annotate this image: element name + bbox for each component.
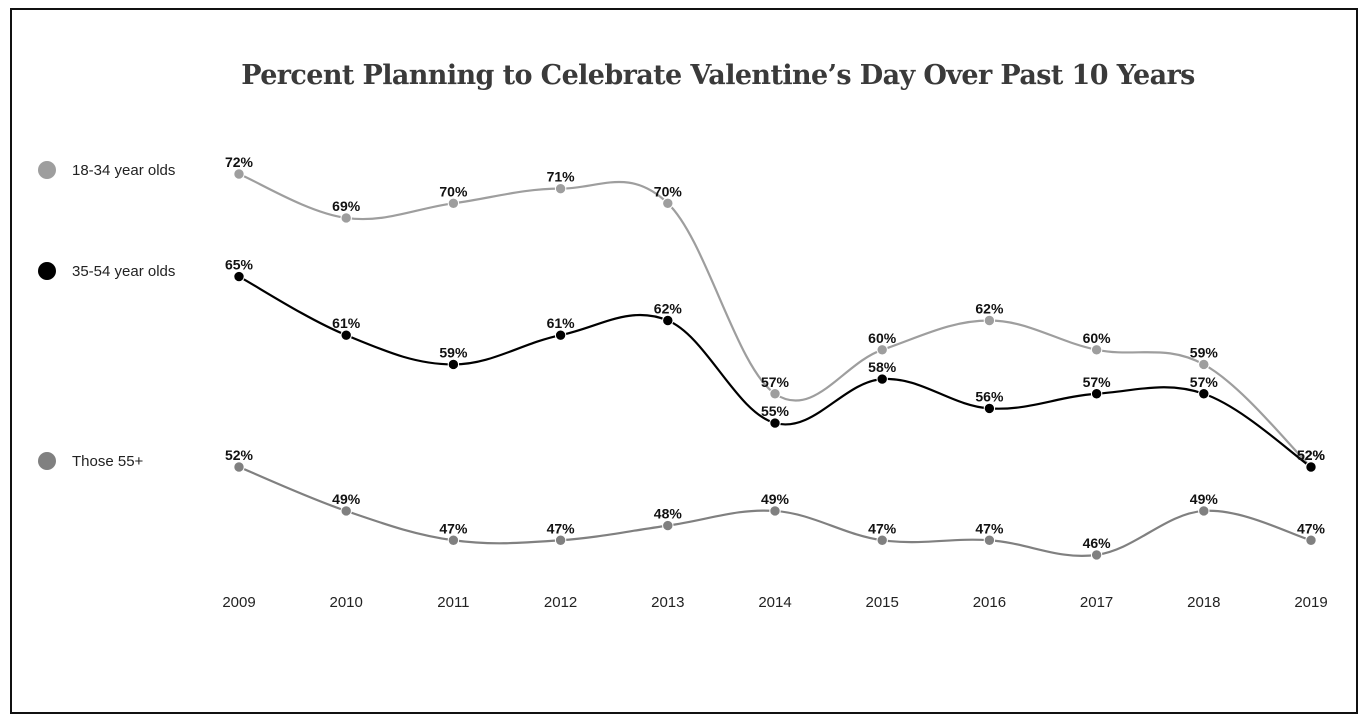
data-point-35-54-year-olds-2010 [340,329,352,341]
data-label-those-55-2019: 47% [1297,520,1326,536]
data-point-those-55-2015 [876,534,888,546]
x-tick-label-2019: 2019 [1294,594,1327,611]
series-line-35-54-year-olds [238,275,1312,468]
data-point-18-34-year-olds-2011 [447,197,460,210]
data-point-35-54-year-olds-2017 [1090,388,1103,400]
data-label-those-55-2014: 49% [761,491,790,507]
data-label-18-34-year-olds-2014: 57% [761,374,790,390]
data-label-35-54-year-olds-2014: 55% [761,403,790,419]
data-label-those-55-2017: 46% [1083,535,1112,551]
data-point-35-54-year-olds-2011 [447,358,460,371]
data-label-18-34-year-olds-2019: 52% [1297,447,1326,463]
data-label-18-34-year-olds-2018: 59% [1190,344,1219,360]
data-point-18-34-year-olds-2010 [340,212,352,224]
data-label-35-54-year-olds-2017: 57% [1083,374,1112,390]
data-label-18-34-year-olds-2017: 60% [1083,330,1112,346]
data-label-35-54-year-olds-2011: 59% [439,344,468,360]
data-point-those-55-2012 [554,534,567,546]
data-point-35-54-year-olds-2014 [769,417,781,429]
x-tick-label-2014: 2014 [758,594,791,611]
x-tick-label-2011: 2011 [437,594,469,611]
data-label-18-34-year-olds-2009: 72% [225,154,254,170]
legend-label-18-34: 18-34 year olds [72,161,176,179]
data-point-35-54-year-olds-2015 [876,373,888,385]
data-label-35-54-year-olds-2013: 62% [654,301,683,317]
x-tick-label-2018: 2018 [1187,594,1220,611]
data-label-those-55-2009: 52% [225,447,254,463]
data-point-35-54-year-olds-2016 [983,402,996,415]
data-point-35-54-year-olds-2019 [1305,461,1317,473]
data-point-18-34-year-olds-2018 [1198,358,1210,371]
x-tick-label-2012: 2012 [544,594,577,611]
data-point-18-34-year-olds-2009 [233,168,245,180]
x-tick-label-2010: 2010 [330,594,363,611]
data-point-18-34-year-olds-2012 [554,182,567,195]
data-label-18-34-year-olds-2013: 70% [654,183,683,199]
data-label-those-55-2010: 49% [332,491,361,507]
data-label-35-54-year-olds-2012: 61% [547,315,576,331]
data-point-those-55-2014 [769,505,781,517]
data-label-those-55-2012: 47% [547,520,576,536]
x-tick-label-2013: 2013 [651,594,684,611]
data-point-those-55-2019 [1305,534,1317,546]
data-label-35-54-year-olds-2010: 61% [332,315,361,331]
data-label-18-34-year-olds-2016: 62% [975,301,1004,317]
data-label-those-55-2018: 49% [1190,491,1219,507]
data-point-18-34-year-olds-2015 [876,344,888,356]
x-tick-label-2015: 2015 [866,594,899,611]
data-label-those-55-2013: 48% [654,506,683,522]
data-label-35-54-year-olds-2019: 52% [1297,447,1326,463]
data-point-those-55-2016 [983,534,996,546]
legend-marker-55-plus [38,452,56,470]
x-tick-label-2016: 2016 [973,594,1006,611]
legend-label-55-plus: Those 55+ [72,452,144,470]
data-point-those-55-2017 [1090,549,1103,561]
data-label-35-54-year-olds-2009: 65% [225,257,254,273]
chart-frame [10,8,1358,714]
data-point-35-54-year-olds-2009 [233,270,245,283]
data-label-18-34-year-olds-2012: 71% [547,169,576,185]
data-label-18-34-year-olds-2010: 69% [332,198,361,214]
data-point-those-55-2010 [340,505,352,517]
data-point-those-55-2013 [662,519,674,532]
data-point-18-34-year-olds-2016 [983,314,996,327]
legend-item-35-54: 35-54 year olds [38,260,175,282]
legend-marker-18-34 [38,161,56,179]
data-point-35-54-year-olds-2013 [662,314,674,327]
data-point-18-34-year-olds-2013 [662,197,674,210]
legend-item-18-34: 18-34 year olds [38,159,175,181]
data-label-18-34-year-olds-2011: 70% [439,183,468,199]
data-point-those-55-2018 [1198,505,1210,517]
data-label-those-55-2015: 47% [868,520,897,536]
chart-title: Percent Planning to Celebrate Valentine’… [241,60,1195,91]
x-tick-label-2017: 2017 [1080,594,1113,611]
data-point-those-55-2009 [233,461,245,473]
legend-item-55-plus: Those 55+ [38,450,143,472]
data-point-35-54-year-olds-2018 [1198,388,1210,400]
data-label-35-54-year-olds-2015: 58% [868,359,897,375]
x-tick-label-2009: 2009 [222,594,255,611]
legend-marker-35-54 [38,262,56,280]
data-label-those-55-2011: 47% [439,520,468,536]
data-point-18-34-year-olds-2014 [769,388,781,400]
data-label-18-34-year-olds-2015: 60% [868,330,897,346]
data-label-those-55-2016: 47% [975,520,1004,536]
data-label-35-54-year-olds-2016: 56% [975,388,1004,404]
data-point-18-34-year-olds-2017 [1090,344,1103,356]
data-point-35-54-year-olds-2012 [554,329,567,341]
data-label-35-54-year-olds-2018: 57% [1190,374,1219,390]
legend-label-35-54: 35-54 year olds [72,262,176,280]
data-point-those-55-2011 [447,534,460,546]
